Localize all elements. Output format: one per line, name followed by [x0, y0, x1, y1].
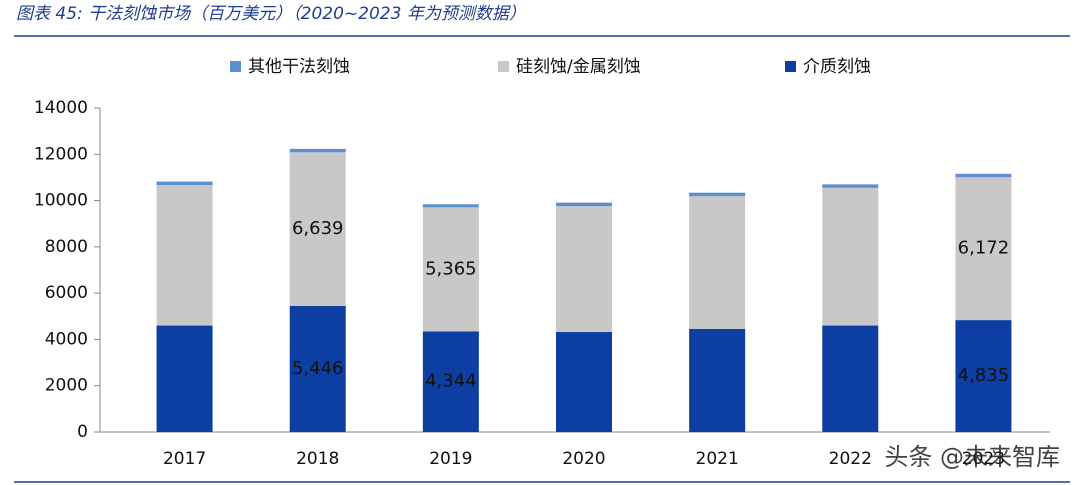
bar-segment: [289, 148, 346, 153]
y-tick-label: 8000: [45, 237, 88, 257]
legend-swatch: [785, 61, 796, 72]
value-label: 4,835: [958, 365, 1010, 386]
legend-swatch: [230, 61, 241, 72]
x-tick-label: 2021: [696, 449, 739, 469]
y-tick-label: 4000: [45, 329, 88, 349]
bar-segment: [422, 331, 479, 432]
watermark: 头条 @未来智库: [884, 443, 1060, 471]
bar-segment: [689, 192, 746, 197]
bar-segment: [822, 184, 879, 188]
value-label: 5,446: [292, 358, 344, 379]
x-tick-label: 2018: [296, 449, 339, 469]
bar-segment: [822, 187, 879, 326]
legend-label: 介质刻蚀: [803, 57, 871, 77]
y-tick-label: 6000: [45, 283, 88, 303]
x-tick-label: 2019: [429, 449, 472, 469]
bar-segment: [955, 320, 1012, 432]
x-tick-label: 2022: [829, 449, 872, 469]
bar-segment: [422, 207, 479, 332]
y-tick-label: 10000: [34, 191, 88, 211]
bar-segment: [556, 202, 612, 207]
y-tick-label: 0: [77, 422, 88, 442]
bar-segment: [422, 204, 479, 208]
bar-segment: [156, 181, 213, 186]
legend-swatch: [498, 61, 509, 72]
legend-label: 硅刻蚀/金属刻蚀: [516, 57, 641, 77]
bar-segment: [556, 206, 612, 333]
y-tick-label: 14000: [34, 98, 88, 118]
chart-title: 图表 45: 干法刻蚀市场（百万美元）（2020~2023 年为预测数据）: [16, 4, 526, 24]
value-label: 5,365: [425, 258, 477, 279]
bar-segment: [156, 325, 213, 432]
legend-label: 其他干法刻蚀: [248, 57, 350, 77]
value-label: 6,639: [292, 218, 344, 239]
bar-segment: [156, 185, 213, 326]
x-tick-label: 2020: [562, 449, 605, 469]
bar-segment: [289, 152, 346, 306]
y-tick-label: 2000: [45, 376, 88, 396]
y-tick-label: 12000: [34, 144, 88, 164]
bar-segment: [689, 329, 746, 432]
x-tick-label: 2023: [962, 449, 1005, 469]
value-label: 4,344: [425, 371, 477, 392]
bar-segment: [689, 196, 746, 330]
bar-segment: [955, 177, 1012, 321]
bar-segment: [289, 305, 346, 432]
bar-segment: [955, 173, 1012, 178]
x-tick-label: 2017: [163, 449, 206, 469]
value-label: 6,172: [958, 238, 1010, 259]
bar-segment: [822, 325, 879, 432]
bar-segment: [556, 332, 612, 432]
